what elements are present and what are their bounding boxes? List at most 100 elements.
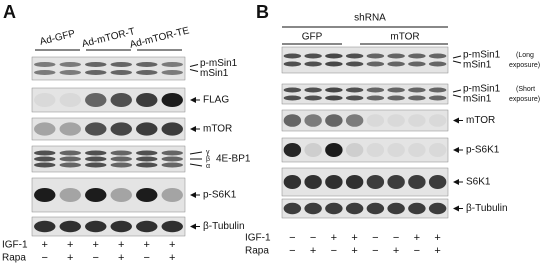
blot xyxy=(31,177,186,213)
band xyxy=(34,93,56,107)
band xyxy=(85,62,107,67)
band xyxy=(428,61,447,67)
band xyxy=(34,122,56,136)
band xyxy=(325,95,343,101)
sign: + xyxy=(351,245,357,257)
band xyxy=(345,143,364,157)
tick xyxy=(452,94,462,98)
blot-label: 4E-BP1 xyxy=(216,154,251,165)
sign: + xyxy=(331,232,337,244)
sign: + xyxy=(434,245,440,257)
blot xyxy=(281,46,449,74)
band xyxy=(325,175,343,189)
blot xyxy=(281,109,449,132)
blot xyxy=(31,87,186,113)
band xyxy=(428,53,447,59)
band xyxy=(304,87,322,93)
band xyxy=(366,53,385,59)
band xyxy=(345,61,364,67)
row-label: Rapa xyxy=(245,246,269,257)
band xyxy=(283,95,302,101)
band xyxy=(304,202,322,215)
band xyxy=(110,156,132,162)
band xyxy=(136,162,158,168)
band xyxy=(161,188,183,202)
sign: + xyxy=(351,232,357,244)
band xyxy=(136,70,158,75)
band xyxy=(136,188,158,202)
band xyxy=(59,70,81,75)
band xyxy=(161,70,183,75)
blot-label: mSin1 xyxy=(200,68,229,79)
band xyxy=(85,156,107,162)
blot xyxy=(281,83,449,105)
band xyxy=(408,87,426,93)
band xyxy=(387,175,405,189)
band xyxy=(136,220,158,233)
sign: − xyxy=(93,252,99,264)
sign: + xyxy=(434,232,440,244)
band xyxy=(110,122,132,136)
panel-label: A xyxy=(3,2,16,22)
band xyxy=(136,150,158,156)
sign: − xyxy=(42,252,48,264)
band xyxy=(428,202,447,215)
sign: + xyxy=(67,239,73,251)
band xyxy=(366,114,385,127)
blot xyxy=(281,137,449,163)
sign: + xyxy=(42,239,48,251)
band xyxy=(408,175,426,189)
band xyxy=(325,53,343,59)
sign: + xyxy=(93,239,99,251)
band xyxy=(283,53,302,59)
blot-label: mSin1 xyxy=(463,60,492,71)
band xyxy=(304,95,322,101)
tick xyxy=(452,60,462,64)
band xyxy=(161,220,183,233)
band xyxy=(161,122,183,136)
band xyxy=(283,143,302,157)
band xyxy=(345,114,364,127)
band xyxy=(59,150,81,156)
band xyxy=(85,220,107,233)
sign: − xyxy=(289,245,295,257)
band xyxy=(110,188,132,202)
group-label: Ad-mTOR-T xyxy=(81,26,136,50)
isoform-label: γ xyxy=(206,149,210,156)
band xyxy=(85,93,107,107)
band xyxy=(59,162,81,168)
band xyxy=(304,143,322,157)
band xyxy=(59,93,81,107)
band xyxy=(34,70,56,75)
blot-label: β-Tubulin xyxy=(203,221,245,232)
sign: + xyxy=(169,252,175,264)
shrna-header: shRNA xyxy=(354,13,386,24)
row-label: Rapa xyxy=(2,253,26,264)
sign: − xyxy=(144,252,150,264)
group-label: mTOR xyxy=(390,32,419,43)
band xyxy=(161,62,183,67)
band xyxy=(428,95,447,101)
blot-label: mTOR xyxy=(203,124,232,135)
band xyxy=(325,114,343,127)
band xyxy=(283,175,302,189)
blot-label: p-S6K1 xyxy=(203,190,237,201)
band xyxy=(161,150,183,156)
blot-label: mSin1 xyxy=(463,94,492,105)
group-label: Ad-mTOR-TE xyxy=(129,25,191,50)
band xyxy=(136,62,158,67)
tick xyxy=(189,151,203,155)
sign: + xyxy=(144,239,150,251)
band xyxy=(304,61,322,67)
exposure-label: exposure) xyxy=(509,62,540,69)
band xyxy=(59,62,81,67)
panel-label: B xyxy=(256,2,269,22)
band xyxy=(345,202,364,215)
band xyxy=(408,114,426,127)
band xyxy=(59,188,81,202)
band xyxy=(136,122,158,136)
band xyxy=(408,143,426,157)
band xyxy=(34,156,56,162)
blot xyxy=(31,145,186,173)
